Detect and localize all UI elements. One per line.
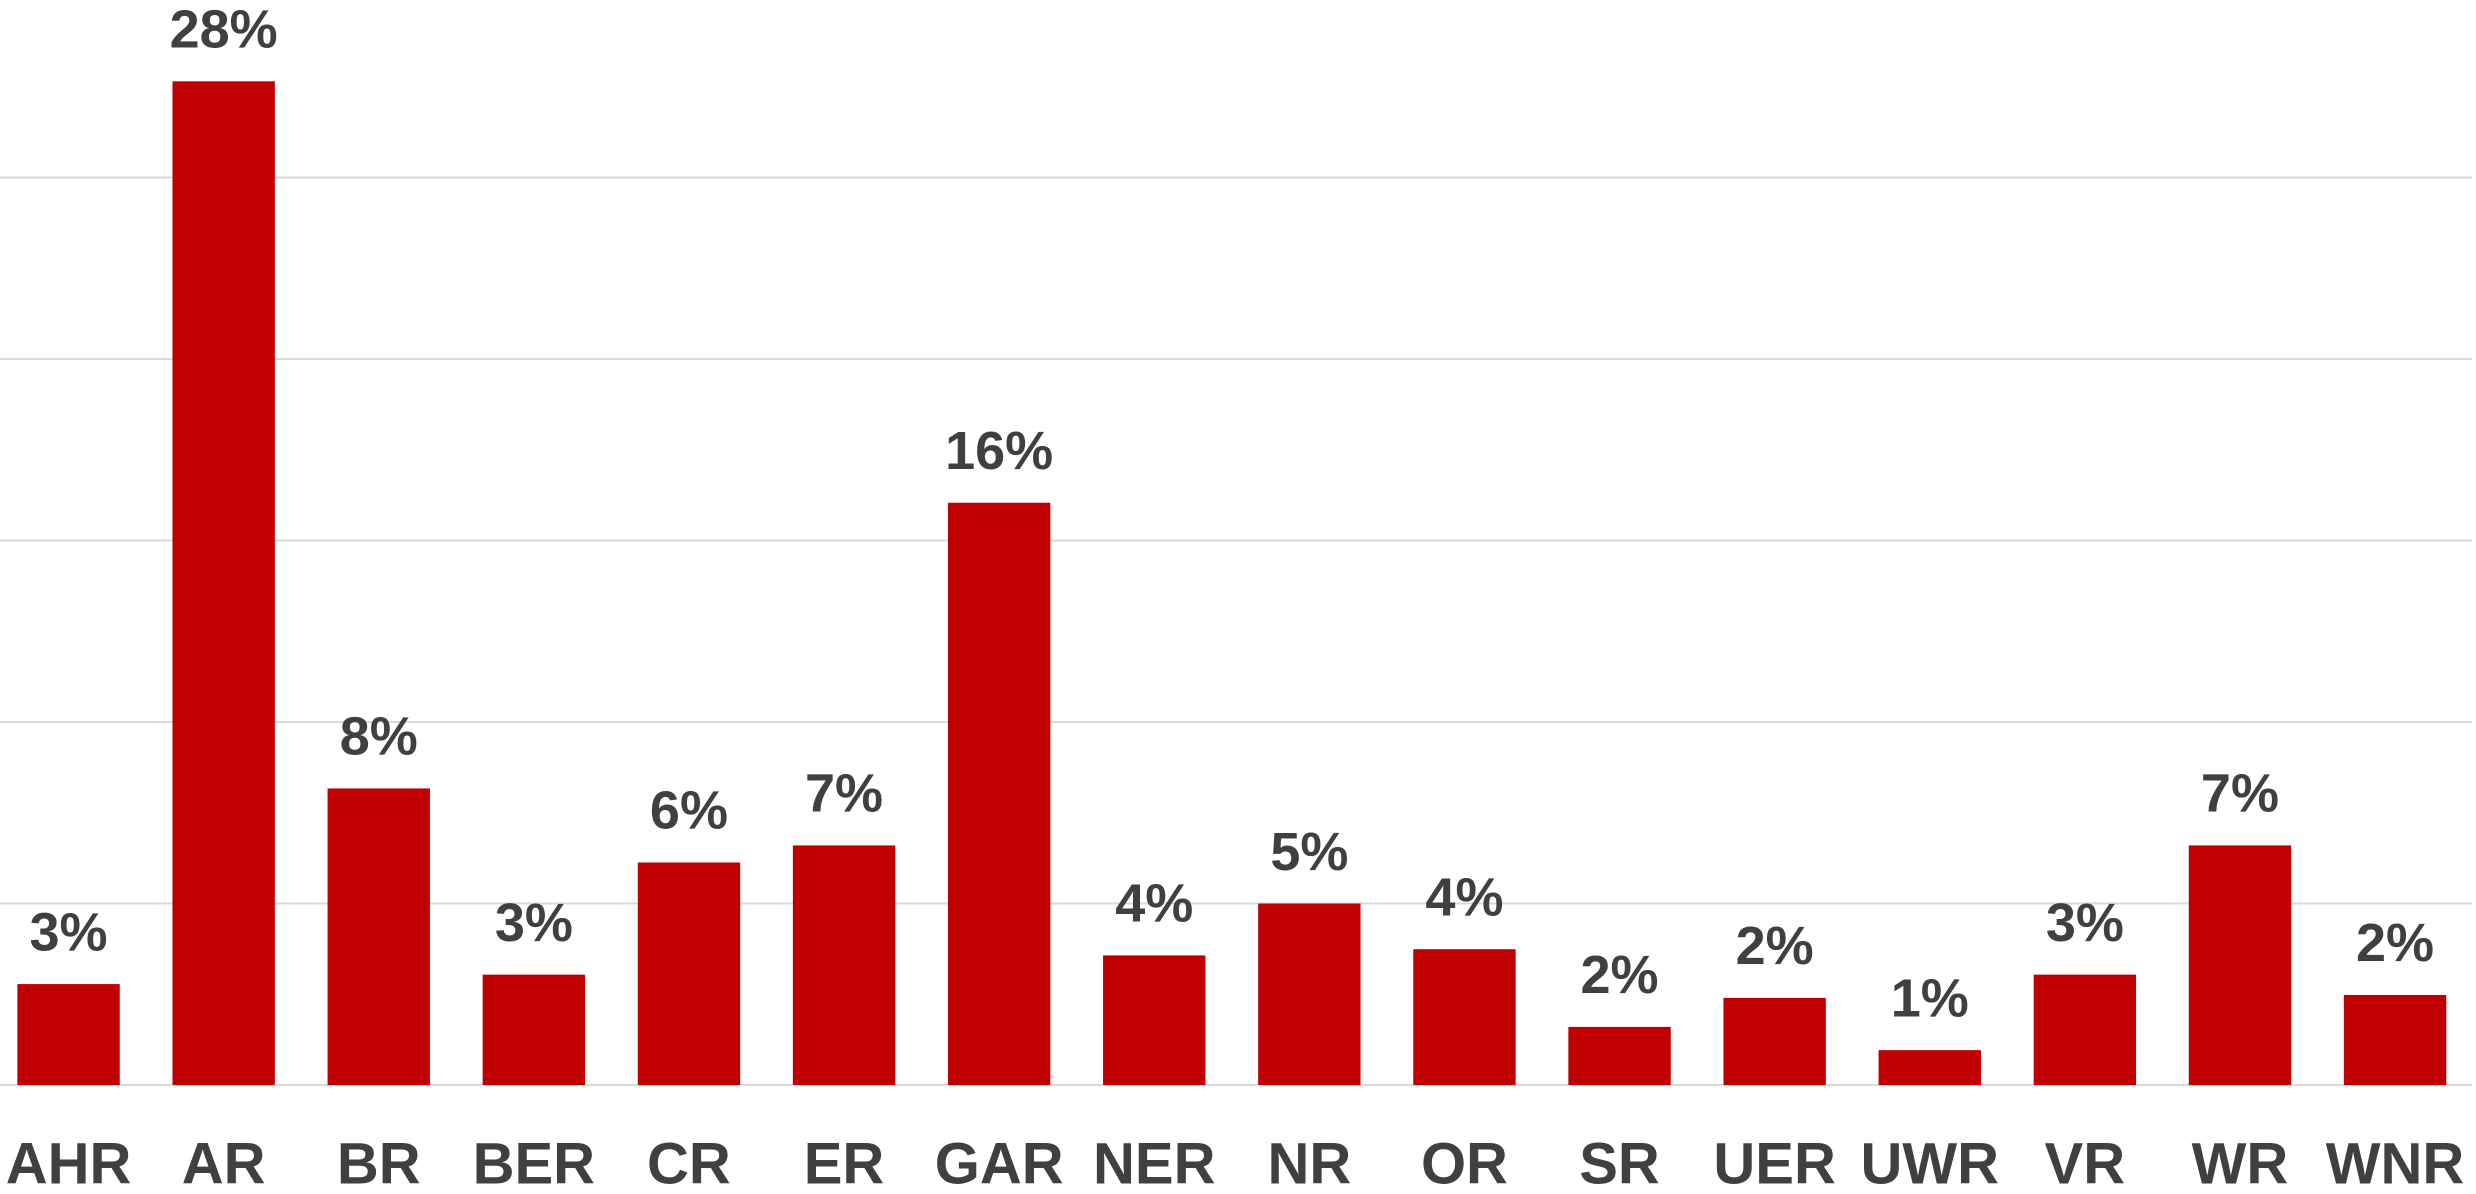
bar (2033, 974, 2137, 1085)
bar (1413, 949, 1516, 1085)
bar (2343, 994, 2447, 1085)
data-label: 2% (1581, 945, 1659, 1005)
data-label: 2% (2356, 913, 2434, 973)
data-label: 7% (2201, 764, 2279, 824)
bar (1723, 997, 1826, 1085)
bar (1258, 903, 1361, 1085)
data-label: 8% (340, 707, 418, 767)
x-tick-label: CR (647, 1131, 731, 1194)
x-tick-label: VR (2045, 1131, 2126, 1194)
x-tick-label: AR (182, 1131, 266, 1194)
x-tick-label: AHR (6, 1131, 132, 1194)
data-label: 4% (1115, 874, 1193, 934)
data-label: 3% (30, 902, 108, 962)
x-tick-label: NR (1267, 1131, 1351, 1194)
x-tick-label: WR (2192, 1131, 2289, 1194)
data-label: 6% (650, 781, 728, 841)
bar (637, 862, 741, 1085)
bar (1103, 955, 1206, 1085)
bar (792, 845, 896, 1085)
bar (1878, 1050, 1981, 1085)
x-tick-label: BR (337, 1131, 421, 1194)
data-label: 4% (1425, 868, 1503, 928)
data-label: 5% (1270, 822, 1348, 882)
data-label: 1% (1891, 968, 1969, 1028)
x-tick-label: WNR (2326, 1131, 2465, 1194)
x-tick-label: UER (1713, 1131, 1835, 1194)
data-label: 7% (805, 764, 883, 824)
bar (172, 81, 275, 1086)
x-tick-label: UWR (1860, 1131, 1999, 1194)
x-tick-label: NER (1093, 1131, 1215, 1194)
data-label: 28% (170, 0, 278, 60)
x-tick-label: SR (1579, 1131, 1660, 1194)
data-label: 3% (495, 893, 573, 953)
bar (947, 502, 1051, 1085)
data-label: 2% (1736, 916, 1814, 976)
bar (327, 788, 430, 1085)
data-label: 3% (2046, 893, 2124, 953)
x-tick-label: ER (804, 1131, 885, 1194)
bar (482, 974, 586, 1085)
bar (17, 984, 120, 1085)
bar (1568, 1026, 1671, 1085)
x-tick-label: GAR (935, 1131, 1064, 1194)
bar (2188, 845, 2292, 1085)
data-label: 16% (945, 421, 1053, 481)
x-tick-label: OR (1421, 1131, 1508, 1194)
x-tick-label: BER (473, 1131, 595, 1194)
